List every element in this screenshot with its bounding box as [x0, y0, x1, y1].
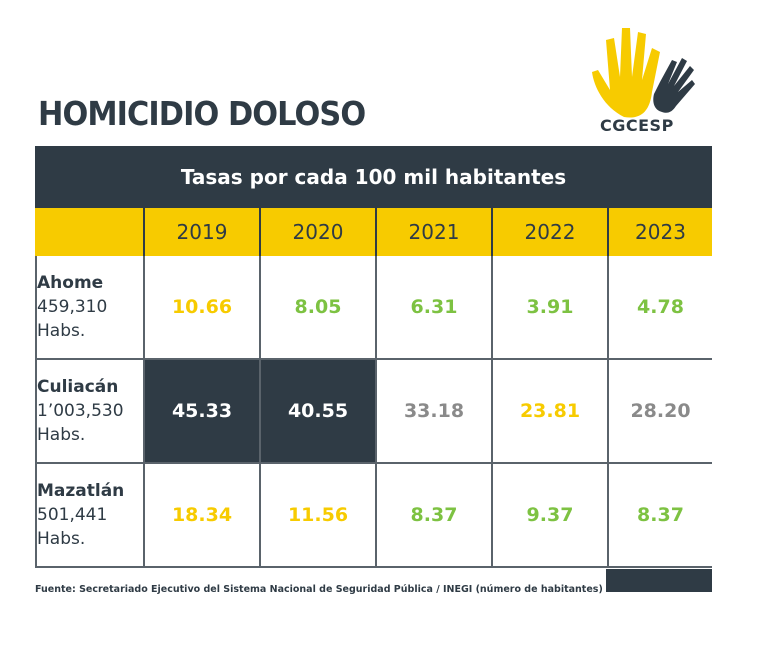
empty-header-cell — [35, 208, 143, 256]
population-unit: Habs. — [37, 425, 86, 445]
city-cell: Ahome 459,310 Habs. — [35, 256, 143, 358]
city-population: 501,441 — [37, 505, 108, 525]
rate-cell: 4.78 — [607, 256, 712, 358]
year-header: 2019 — [143, 208, 259, 256]
logo-text: CGCESP — [600, 116, 674, 135]
city-cell: Mazatlán 501,441 Habs. — [35, 464, 143, 566]
rate-cell: 9.37 — [491, 464, 607, 566]
table-row: Culiacán 1’003,530 Habs. 45.33 40.55 33.18 2… — [35, 360, 712, 464]
year-header: 2021 — [375, 208, 491, 256]
footer-block — [606, 569, 712, 592]
rate-cell: 33.18 — [375, 360, 491, 462]
population-unit: Habs. — [37, 321, 86, 341]
table-row: Ahome 459,310 Habs. 10.66 8.05 6.31 3.91 4.78 — [35, 256, 712, 360]
city-cell: Culiacán 1’003,530 Habs. — [35, 360, 143, 462]
rate-cell: 8.37 — [607, 464, 712, 566]
rate-cell: 3.91 — [491, 256, 607, 358]
table-row: Mazatlán 501,441 Habs. 18.34 11.56 8.37 9.37… — [35, 464, 712, 568]
source-note: Fuente: Secretariado Ejecutivo del Siste… — [35, 584, 603, 595]
rate-cell: 11.56 — [259, 464, 375, 566]
year-header: 2022 — [491, 208, 607, 256]
rate-cell: 6.31 — [375, 256, 491, 358]
rates-table: Tasas por cada 100 mil habitantes 2019 2… — [35, 146, 712, 568]
hands-logo-icon — [592, 28, 695, 118]
city-name: Mazatlán — [37, 481, 125, 501]
year-header: 2023 — [607, 208, 712, 256]
rate-cell: 28.20 — [607, 360, 712, 462]
rate-cell: 10.66 — [143, 256, 259, 358]
year-header-row: 2019 2020 2021 2022 2023 — [35, 208, 712, 256]
rate-cell: 8.05 — [259, 256, 375, 358]
city-population: 459,310 — [37, 297, 108, 317]
rate-cell: 8.37 — [375, 464, 491, 566]
rate-cell: 45.33 — [143, 360, 259, 462]
rate-cell: 18.34 — [143, 464, 259, 566]
year-header: 2020 — [259, 208, 375, 256]
table-title: Tasas por cada 100 mil habitantes — [35, 146, 712, 208]
page-title: HOMICIDIO DOLOSO — [38, 94, 366, 133]
city-name: Ahome — [37, 273, 104, 293]
city-population: 1’003,530 — [37, 401, 124, 421]
city-name: Culiacán — [37, 377, 119, 397]
rate-cell: 40.55 — [259, 360, 375, 462]
population-unit: Habs. — [37, 529, 86, 549]
rate-cell: 23.81 — [491, 360, 607, 462]
